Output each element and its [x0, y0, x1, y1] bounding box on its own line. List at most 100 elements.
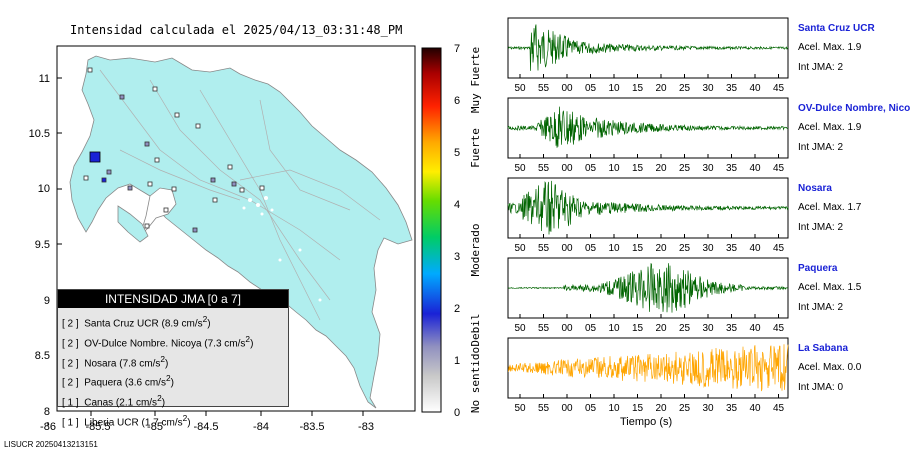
time-tick-label: 10: [608, 243, 620, 254]
colorbar-gradient: [421, 47, 442, 413]
time-tick-label: 25: [679, 243, 691, 254]
station-jma-intensity: Int JMA: 0: [798, 382, 844, 393]
time-tick-label: 45: [773, 243, 785, 254]
city-dots: [242, 196, 322, 302]
station-name: Nosara: [798, 183, 832, 194]
time-tick-label: 00: [561, 323, 573, 334]
legend-title: INTENSIDAD JMA [0 a 7]: [58, 290, 288, 308]
time-tick-label: 20: [655, 323, 667, 334]
time-tick-label: 50: [514, 83, 526, 94]
time-tick-label: 10: [608, 323, 620, 334]
time-tick-label: 05: [585, 243, 597, 254]
colorbar-tick-label: 3: [454, 251, 460, 263]
station-jma-intensity: Int JMA: 2: [798, 222, 844, 233]
station-max-accel: Acel. Max. 1.5: [798, 282, 862, 293]
time-tick-label: 45: [773, 83, 785, 94]
time-tick-label: 15: [632, 83, 644, 94]
time-tick-label: 45: [773, 403, 785, 414]
lon-tick-label: -85.5: [85, 421, 110, 433]
colorbar-category-label: Fuerte: [469, 128, 482, 168]
time-tick-label: 50: [514, 323, 526, 334]
lon-tick-label: -83.5: [299, 421, 324, 433]
time-tick-label: 50: [514, 163, 526, 174]
time-tick-label: 40: [749, 243, 761, 254]
time-tick-label: 25: [679, 83, 691, 94]
time-tick-label: 55: [538, 243, 550, 254]
colorbar-tick-label: 2: [454, 303, 460, 315]
legend-item: [ 2 ] Paquera (3.6 cm/s2): [62, 373, 174, 389]
time-tick-label: 35: [726, 163, 738, 174]
time-tick-label: 00: [561, 243, 573, 254]
time-tick-label: 20: [655, 83, 667, 94]
station-jma-intensity: Int JMA: 2: [798, 302, 844, 313]
seismic-waveform: [507, 24, 789, 71]
time-tick-label: 35: [726, 83, 738, 94]
x-axis-title: Tiempo (s): [620, 416, 673, 428]
lat-tick-label: 8.5: [35, 350, 50, 362]
time-tick-label: 15: [632, 163, 644, 174]
station-max-accel: Acel. Max. 0.0: [798, 362, 862, 373]
time-tick-label: 15: [632, 403, 644, 414]
time-tick-label: 55: [538, 163, 550, 174]
station-markers: [83, 67, 265, 233]
station-name: OV-Dulce Nombre, Nicoya: [798, 103, 910, 114]
lon-tick-label: -84: [253, 421, 269, 433]
time-tick-label: 05: [585, 403, 597, 414]
lon-tick-label: -85: [147, 421, 163, 433]
colorbar-category-label: No sentido: [469, 347, 482, 413]
legend-item: [ 1 ] Liberia UCR (1.7 cm/s2): [62, 413, 191, 429]
time-tick-label: 35: [726, 403, 738, 414]
time-tick-label: 25: [679, 403, 691, 414]
time-tick-label: 45: [773, 163, 785, 174]
station-max-accel: Acel. Max. 1.7: [798, 202, 862, 213]
station-name: La Sabana: [798, 343, 849, 354]
colorbar-category-label: Moderado: [469, 224, 482, 277]
time-tick-label: 20: [655, 243, 667, 254]
time-tick-label: 55: [538, 323, 550, 334]
seismic-waveform: [508, 263, 789, 313]
station-name: Santa Cruz UCR: [798, 23, 875, 34]
time-tick-label: 55: [538, 403, 550, 414]
time-tick-label: 35: [726, 243, 738, 254]
time-tick-label: 40: [749, 323, 761, 334]
time-tick-label: 40: [749, 83, 761, 94]
colorbar-tick-label: 1: [454, 355, 460, 367]
intensity-legend: INTENSIDAD JMA [0 a 7] [ 2 ] Santa Cruz …: [57, 289, 289, 428]
colorbar-tick-label: 0: [454, 407, 460, 419]
time-tick-label: 20: [655, 163, 667, 174]
peninsula-tip: [117, 205, 149, 243]
time-tick-label: 30: [702, 403, 714, 414]
time-tick-label: 15: [632, 323, 644, 334]
epicenter-marker: [89, 151, 101, 163]
colorbar-tick-label: 6: [454, 95, 460, 107]
time-tick-label: 30: [702, 243, 714, 254]
time-tick-label: 10: [608, 163, 620, 174]
time-tick-label: 30: [702, 323, 714, 334]
lat-tick-label: 10.5: [29, 128, 50, 140]
time-tick-label: 10: [608, 83, 620, 94]
time-tick-label: 40: [749, 163, 761, 174]
map-title: Intensidad calculada el 2025/04/13_03:31…: [70, 23, 403, 37]
time-tick-label: 35: [726, 323, 738, 334]
seismic-waveform: [507, 344, 789, 392]
time-tick-label: 50: [514, 243, 526, 254]
lon-tick-label: -86: [40, 421, 56, 433]
time-tick-label: 00: [561, 163, 573, 174]
time-tick-label: 05: [585, 83, 597, 94]
lon-tick-label: -83: [358, 421, 374, 433]
colorbar-category-label: Debil: [469, 313, 482, 346]
seismic-waveform: [507, 180, 789, 235]
station-max-accel: Acel. Max. 1.9: [798, 42, 862, 53]
footer-id: LISUCR 20250413213151: [4, 440, 98, 449]
time-tick-label: 25: [679, 323, 691, 334]
time-tick-label: 05: [585, 323, 597, 334]
legend-item: [ 1 ] Canas (2.1 cm/s2): [62, 393, 166, 409]
station-jma-intensity: Int JMA: 2: [798, 62, 844, 73]
time-tick-label: 15: [632, 243, 644, 254]
time-tick-label: 45: [773, 323, 785, 334]
time-tick-label: 05: [585, 163, 597, 174]
colorbar-tick-label: 4: [454, 199, 460, 211]
colorbar-tick-label: 5: [454, 147, 460, 159]
lat-tick-label: 11: [39, 73, 50, 85]
time-tick-label: 30: [702, 83, 714, 94]
